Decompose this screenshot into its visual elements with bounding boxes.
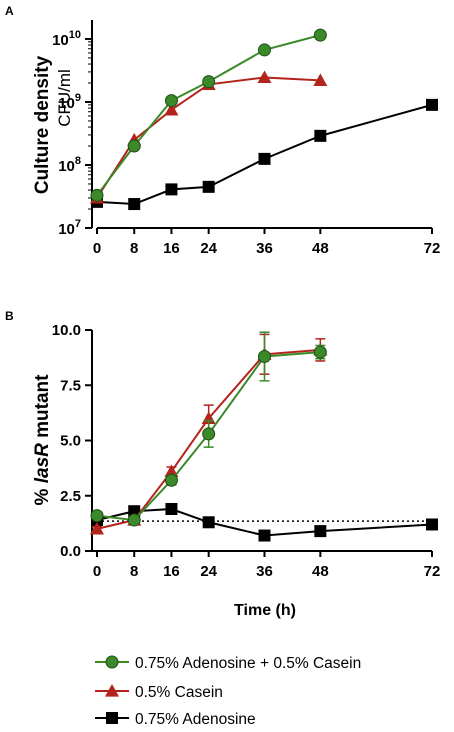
- panel-a-label: A: [5, 4, 14, 18]
- panel-a-y-tick-label: 1010: [52, 29, 81, 49]
- panel-a-data-point: [258, 152, 271, 165]
- panel-b-series-0-75-adenosine-0-5-casein: [90, 331, 327, 527]
- panel-b-y-tick-label: 10.0: [52, 322, 81, 339]
- panel-b-y-tick-label: 5.0: [60, 433, 81, 450]
- legend-swatch-marker: [106, 712, 118, 724]
- panel-a-data-point: [313, 28, 327, 42]
- legend: 0.75% Adenosine + 0.5% Casein 0.5% Casein…: [95, 655, 361, 728]
- panel-a-data-point: [128, 198, 141, 211]
- panel-b-data-point: [164, 464, 179, 478]
- panel-a-data-point: [314, 129, 327, 142]
- panel-a-data-point: [313, 73, 328, 87]
- panel-a-y-tick-base: 10: [58, 221, 75, 238]
- panel-a-y-tick-label: 109: [58, 92, 81, 112]
- panel-b-data-point: [314, 525, 327, 538]
- panel-b-data-point: [258, 529, 271, 542]
- panel-a-series-0-75-adenosine: [91, 98, 438, 211]
- panel-a-y-tick-exponent: 9: [75, 92, 81, 104]
- panel-a-data-point: [426, 98, 438, 111]
- panel-b-x-tick-label: 48: [312, 563, 329, 580]
- panel-b-y-tick-label: 7.5: [60, 377, 81, 394]
- panel-a-data-point: [164, 102, 179, 116]
- legend-item-label: 0.75% Adenosine: [135, 711, 256, 728]
- panel-b-data-point: [165, 503, 178, 516]
- legend-swatch-marker: [105, 684, 119, 697]
- panel-a-ylabel-unit: CFU/ml: [55, 69, 74, 127]
- panel-a-x-tick-label: 72: [424, 240, 441, 257]
- panel-b-ylabel-post: mutant: [32, 374, 53, 443]
- panel-a-x-tick-label: 0: [93, 240, 101, 257]
- panel-b-data-point: [127, 513, 141, 527]
- panel-b-data-point: [90, 521, 104, 535]
- panel-a-data-point: [257, 70, 272, 84]
- panel-b-y-tick-label: 0.0: [60, 543, 81, 560]
- panel-a-x-tick-label: 8: [130, 240, 138, 257]
- panel-a-x-tick-label: 36: [256, 240, 273, 257]
- panel-a-data-point: [165, 183, 178, 196]
- panel-a-ylabel-main: Culture density: [32, 55, 53, 194]
- panel-a-data-point: [164, 94, 178, 108]
- legend-item-0-5-casein: 0.5% Casein: [95, 684, 223, 701]
- panel-b-x-tick-label: 72: [424, 563, 441, 580]
- panel-b-data-point: [202, 516, 215, 529]
- panel-a-y-tick-label: 108: [58, 155, 81, 175]
- panel-a-x-tick-label: 16: [163, 240, 180, 257]
- legend-item-0-75-adenosine: 0.75% Adenosine: [95, 711, 256, 728]
- panel-a-y-tick-label: 107: [58, 218, 81, 238]
- panel-a-y-tick-base: 10: [58, 95, 75, 112]
- panel-b-data-point: [426, 518, 438, 531]
- panel-b-x-tick-label: 36: [256, 563, 273, 580]
- panel-b-series-0-75-adenosine: [91, 503, 438, 542]
- panel-b-data-point: [164, 473, 178, 487]
- panel-a-series-line: [96, 76, 321, 199]
- panel-b-x-tick-label: 24: [200, 563, 217, 580]
- panel-a-y-tick-exponent: 10: [69, 29, 81, 41]
- panel-b-x-tick-label: 0: [93, 563, 101, 580]
- panel-b-x-tick-label: 8: [130, 563, 138, 580]
- panel-a-data-point: [258, 43, 271, 57]
- panel-a-y-tick-exponent: 7: [75, 218, 81, 230]
- panel-b-data-point: [258, 350, 271, 364]
- panel-b-ylabel-italic: lasR: [32, 443, 53, 483]
- panel-b-ylabel: % lasR mutant: [32, 374, 53, 506]
- panel-a-data-point: [202, 75, 216, 89]
- panel-b-x-tick-label: 16: [163, 563, 180, 580]
- panel-a-data-point: [90, 188, 104, 202]
- panel-a-x-tick-label: 48: [312, 240, 329, 257]
- panel-b-data-point: [128, 505, 141, 518]
- panel-a-series-line: [96, 34, 321, 196]
- panel-a-series-0-75-adenosine-0-5-casein: [90, 28, 327, 202]
- legend-swatch-marker: [105, 655, 119, 669]
- legend-item-label: 0.75% Adenosine + 0.5% Casein: [135, 655, 361, 672]
- panel-a-data-point: [202, 180, 215, 193]
- panel-a-y-tick-base: 10: [58, 158, 75, 175]
- panel-b-data-point: [313, 345, 327, 359]
- legend-item-0-75-adenosine-0-5-casein: 0.75% Adenosine + 0.5% Casein: [95, 655, 361, 672]
- panel-a-y-tick-base: 10: [52, 32, 69, 49]
- panel-b-label: B: [5, 309, 14, 323]
- x-axis-title: Time (h): [234, 602, 296, 619]
- legend-item-label: 0.5% Casein: [135, 684, 223, 701]
- panel-b-data-point: [90, 509, 104, 523]
- panel-b-ylabel-pre: %: [32, 483, 53, 505]
- panel-a-y-tick-exponent: 8: [75, 155, 81, 167]
- panel-a-data-point: [127, 139, 141, 153]
- panel-b-y-tick-label: 2.5: [60, 488, 81, 505]
- chart-b: 0.0 2.5 5.0 7.5 10.0 0 8 16 24 36 48 72: [52, 322, 441, 580]
- panel-a-x-tick-label: 24: [200, 240, 217, 257]
- panel-b-data-point: [202, 427, 216, 441]
